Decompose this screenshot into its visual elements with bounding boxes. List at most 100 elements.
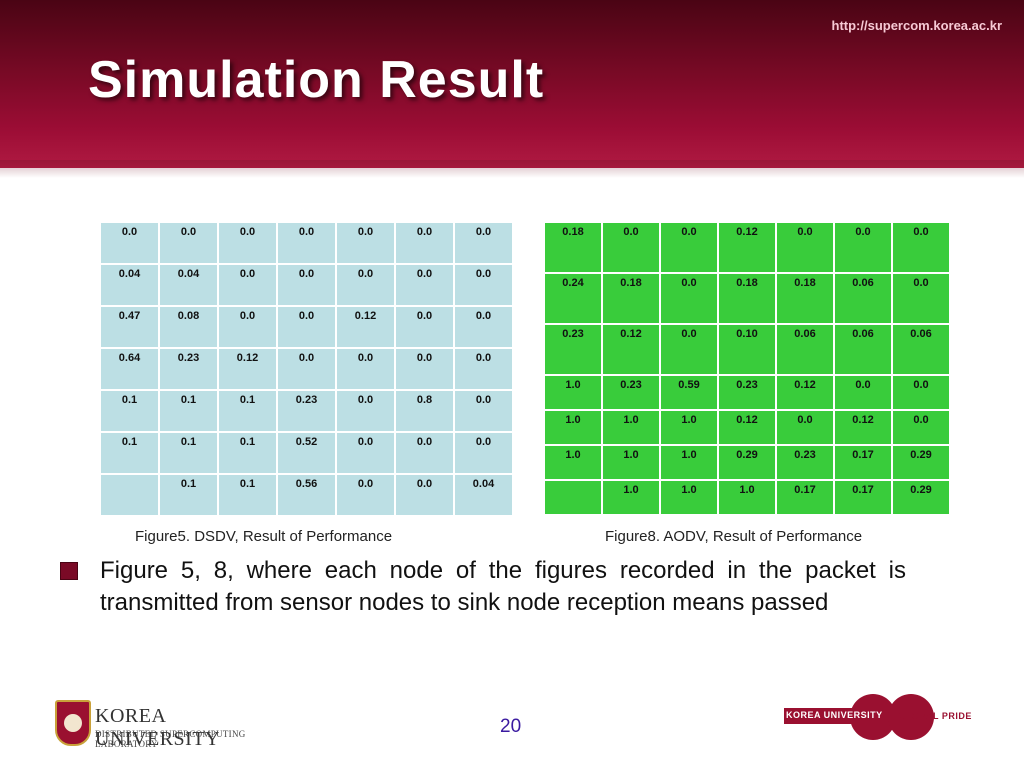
table-cell: 0.0 (661, 274, 717, 323)
table-cell: 0.64 (101, 349, 158, 389)
table-cell: 0.0 (893, 274, 949, 323)
table-row: 0.1 0.1 0.1 0.23 0.0 0.8 0.0 (101, 391, 512, 431)
table-cell: 0.23 (603, 376, 659, 409)
table-cell: 1.0 (661, 481, 717, 514)
table-cell: 0.08 (160, 307, 217, 347)
table-cell (101, 475, 158, 515)
table-cell: 0.0 (337, 349, 394, 389)
table-cell: 0.0 (455, 307, 512, 347)
table-cell: 0.18 (719, 274, 775, 323)
table-cell: 0.1 (101, 391, 158, 431)
table-cell: 0.0 (396, 223, 453, 263)
table-cell: 0.23 (719, 376, 775, 409)
table-row: 0.18 0.0 0.0 0.12 0.0 0.0 0.0 (545, 223, 949, 272)
table-row: 1.0 1.0 1.0 0.12 0.0 0.12 0.0 (545, 411, 949, 444)
table-cell: 0.0 (337, 433, 394, 473)
logo-circle-2 (888, 694, 934, 740)
table-cell: 0.0 (396, 307, 453, 347)
dsdv-caption: Figure5. DSDV, Result of Performance (135, 528, 393, 545)
table-cell: 0.18 (777, 274, 833, 323)
table-cell: 0.0 (396, 349, 453, 389)
table-cell: 0.10 (719, 325, 775, 374)
table-cell: 0.0 (337, 223, 394, 263)
table-cell: 1.0 (603, 411, 659, 444)
aodv-result-table: 0.18 0.0 0.0 0.12 0.0 0.0 0.0 0.24 0.18 0.0 0.18 0.… (543, 221, 951, 516)
table-cell: 0.29 (893, 481, 949, 514)
table-cell: 0.0 (278, 307, 335, 347)
table-cell: 1.0 (603, 481, 659, 514)
table-cell: 0.0 (278, 349, 335, 389)
table-cell: 0.17 (835, 446, 891, 479)
logo-university-text: KOREA UNIVERSITY (786, 710, 883, 720)
table-cell: 0.29 (893, 446, 949, 479)
slide-title: Simulation Result (88, 51, 545, 109)
table-row: 0.47 0.08 0.0 0.0 0.12 0.0 0.0 (101, 307, 512, 347)
page-number: 20 (500, 716, 522, 737)
table-cell: 0.0 (337, 265, 394, 305)
table-cell: 0.0 (219, 223, 276, 263)
table-cell: 0.12 (777, 376, 833, 409)
logo-tagline-text: GLOBAL PRIDE (898, 711, 972, 721)
table-cell: 0.24 (545, 274, 601, 323)
table-cell: 0.12 (603, 325, 659, 374)
table-cell: 1.0 (603, 446, 659, 479)
table-cell: 1.0 (545, 376, 601, 409)
table-row: 0.0 0.0 0.0 0.0 0.0 0.0 0.0 (101, 223, 512, 263)
table-cell: 1.0 (661, 411, 717, 444)
table-cell: 0.0 (396, 265, 453, 305)
bullet-square-icon (60, 562, 78, 580)
table-cell: 0.04 (160, 265, 217, 305)
table-cell: 0.18 (545, 223, 601, 272)
table-cell: 0.06 (835, 325, 891, 374)
table-cell: 0.12 (835, 411, 891, 444)
table-cell: 0.1 (101, 433, 158, 473)
table-cell: 0.0 (777, 223, 833, 272)
table-row: 0.64 0.23 0.12 0.0 0.0 0.0 0.0 (101, 349, 512, 389)
table-cell: 0.12 (719, 223, 775, 272)
table-row: 0.24 0.18 0.0 0.18 0.18 0.06 0.0 (545, 274, 949, 323)
table-cell: 0.1 (219, 391, 276, 431)
table-cell: 0.12 (219, 349, 276, 389)
table-cell: 0.23 (278, 391, 335, 431)
table-cell: 0.0 (278, 265, 335, 305)
table-cell: 0.52 (278, 433, 335, 473)
bullet-text: Figure 5, 8, where each node of the figu… (100, 557, 906, 616)
table-cell: 0.06 (835, 274, 891, 323)
table-cell: 0.0 (160, 223, 217, 263)
korea-university-logo: KOREA UNIVERSITY DISTRIBUTED SUPERCOMPUT… (55, 700, 290, 750)
table-cell: 0.1 (219, 475, 276, 515)
lab-name: DISTRIBUTED SUPERCOMPUTING LABORATORY (95, 729, 246, 749)
table-cell: 0.17 (835, 481, 891, 514)
table-cell: 0.0 (835, 376, 891, 409)
table-row: 1.0 1.0 1.0 0.29 0.23 0.17 0.29 (545, 446, 949, 479)
table-cell: 0.1 (160, 475, 217, 515)
table-cell: 0.0 (455, 433, 512, 473)
table-cell: 0.29 (719, 446, 775, 479)
table-cell: 0.23 (160, 349, 217, 389)
table-cell (545, 481, 601, 514)
table-row: 1.0 0.23 0.59 0.23 0.12 0.0 0.0 (545, 376, 949, 409)
table-cell: 0.04 (101, 265, 158, 305)
table-cell: 0.1 (219, 433, 276, 473)
table-cell: 0.23 (777, 446, 833, 479)
table-cell: 0.17 (777, 481, 833, 514)
table-row: 1.0 1.0 1.0 0.17 0.17 0.29 (545, 481, 949, 514)
table-row: 0.04 0.04 0.0 0.0 0.0 0.0 0.0 (101, 265, 512, 305)
table-cell: 0.12 (337, 307, 394, 347)
table-row: 0.23 0.12 0.0 0.10 0.06 0.06 0.06 (545, 325, 949, 374)
aodv-caption: Figure8. AODV, Result of Performance (605, 528, 863, 545)
table-cell: 0.0 (455, 349, 512, 389)
table-cell: 0.0 (278, 223, 335, 263)
table-cell: 0.0 (893, 411, 949, 444)
table-cell: 0.0 (337, 391, 394, 431)
dsdv-result-table: 0.0 0.0 0.0 0.0 0.0 0.0 0.0 0.04 0.04 0.0 0.0 0.0 0.… (99, 221, 514, 517)
table-cell: 0.0 (455, 265, 512, 305)
table-cell: 0.0 (396, 433, 453, 473)
university-name: KOREA UNIVERSITY (95, 705, 220, 750)
table-cell: 0.56 (278, 475, 335, 515)
table-cell: 0.0 (603, 223, 659, 272)
table-cell: 0.1 (160, 433, 217, 473)
table-cell: 0.47 (101, 307, 158, 347)
table-cell: 0.0 (219, 265, 276, 305)
table-row: 0.1 0.1 0.56 0.0 0.0 0.04 (101, 475, 512, 515)
